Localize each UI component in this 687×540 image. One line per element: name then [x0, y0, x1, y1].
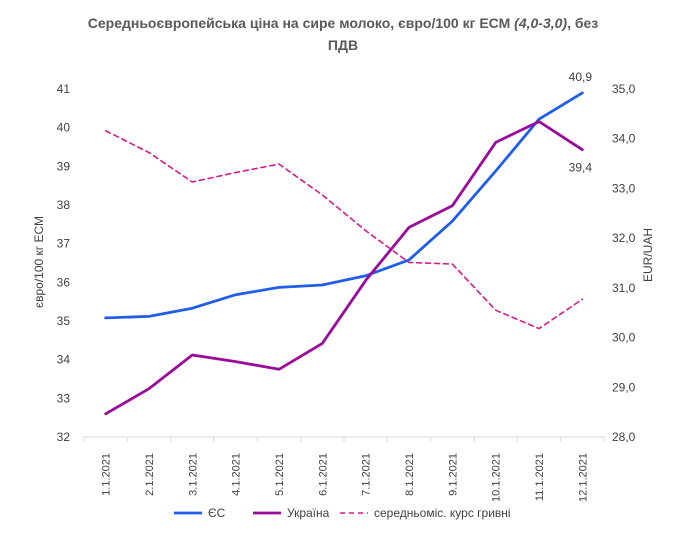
- x-axis: 1.1.2021 2.1.2021 3.1.2021 4.1.2021 5.1.2021…: [83, 436, 605, 502]
- y-right-tick-label: 32,0: [612, 231, 636, 245]
- data-labels: 40,9 39,4: [569, 70, 593, 175]
- y-left-tick-label: 38: [57, 198, 71, 212]
- x-tick-label: 7.1.2021: [361, 453, 373, 496]
- y-right-axis-title: EUR/UAH: [641, 228, 655, 282]
- x-tick-label: 12.1.2021: [577, 453, 589, 502]
- y-left-axis-title: євро/100 кг ЕСМ: [32, 216, 46, 308]
- legend-label-0: ЄС: [208, 506, 226, 520]
- data-label: 40,9: [569, 70, 593, 84]
- chart-title-italic: (4,0-3,0): [514, 15, 567, 31]
- y-right-tick-label: 34,0: [612, 132, 636, 146]
- chart-title-line1: Середньоєвропейська ціна на сире молоко,…: [88, 15, 599, 31]
- x-tick-label: 2.1.2021: [144, 453, 156, 496]
- chart-title-main: Середньоєвропейська ціна на сире молоко,…: [88, 15, 514, 31]
- x-tick-label: 6.1.2021: [317, 453, 329, 496]
- y-left-tick-label: 32: [57, 430, 71, 444]
- legend-label-2: середньоміс. курс гривні: [374, 506, 511, 520]
- y-right-tick-label: 31,0: [612, 281, 636, 295]
- series-line-2: [104, 130, 584, 330]
- chart-title-tail: , без: [567, 15, 598, 31]
- y-right-tick-label: 35,0: [612, 82, 636, 96]
- chart-title-line2: ПДВ: [328, 37, 358, 53]
- series-line-0: [104, 91, 584, 320]
- series-line-1: [104, 120, 584, 416]
- y-left-tick-label: 35: [57, 314, 71, 328]
- y-right-tick-label: 29,0: [612, 380, 636, 394]
- legend: ЄС Україна середньоміс. курс гривні: [174, 506, 511, 520]
- y-right-tick-label: 33,0: [612, 181, 636, 195]
- y-left-tick-label: 37: [57, 237, 71, 251]
- y-left-tick-label: 41: [57, 82, 71, 96]
- legend-label-1: Україна: [287, 506, 330, 520]
- x-tick-label: 3.1.2021: [187, 453, 199, 496]
- y-left-tick-label: 39: [57, 159, 71, 173]
- y-left-tick-label: 34: [57, 353, 71, 367]
- y-left-ticks: 32 33 34 35 36 37 38 39 40 41: [57, 82, 71, 444]
- x-tick-label: 5.1.2021: [274, 453, 286, 496]
- x-tick-label: 9.1.2021: [447, 453, 459, 496]
- y-right-tick-label: 28,0: [612, 430, 636, 444]
- x-tick-label: 4.1.2021: [231, 453, 243, 496]
- y-left-tick-label: 40: [57, 121, 71, 135]
- data-label: 39,4: [569, 161, 593, 175]
- y-left-tick-label: 36: [57, 275, 71, 289]
- x-tick-label: 10.1.2021: [491, 453, 503, 502]
- x-tick-label: 8.1.2021: [404, 453, 416, 496]
- y-right-ticks: 28,0 29,0 30,0 31,0 32,0 33,0 34,0 35,0: [612, 82, 636, 444]
- x-tick-label: 11.1.2021: [534, 453, 546, 501]
- y-right-tick-label: 30,0: [612, 331, 636, 345]
- series-layer: [104, 91, 584, 416]
- y-left-tick-label: 33: [57, 391, 71, 405]
- x-tick-label: 1.1.2021: [101, 453, 113, 496]
